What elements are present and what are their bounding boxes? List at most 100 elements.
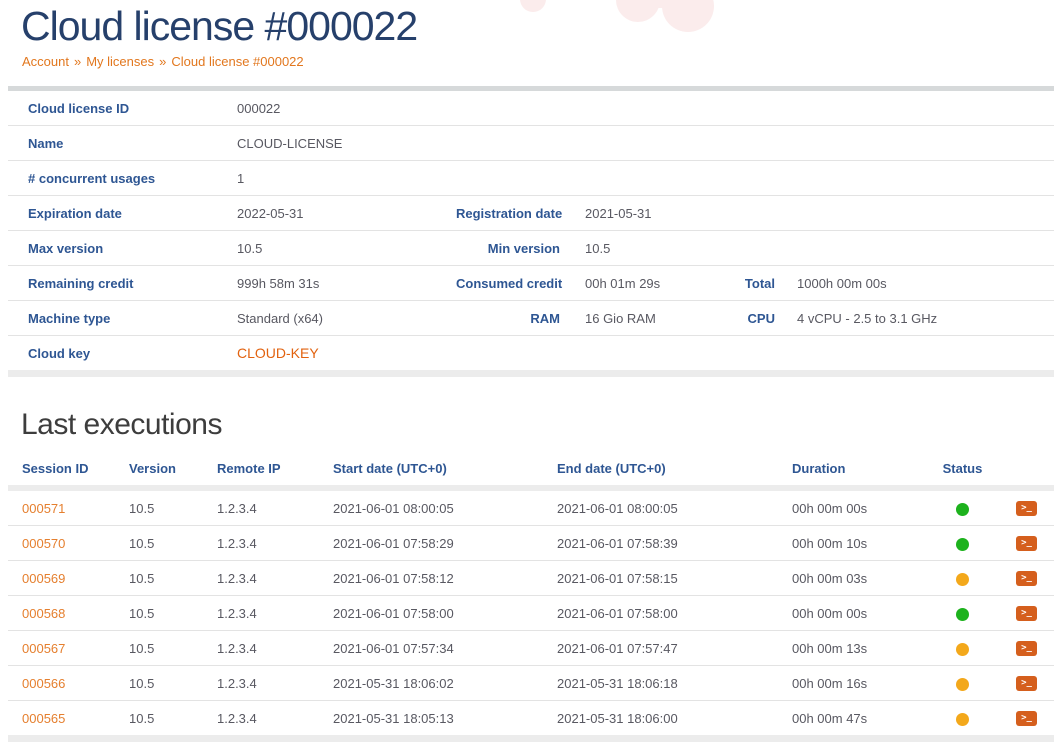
version-cell: 10.5 bbox=[115, 595, 203, 631]
status-cell bbox=[925, 700, 1000, 735]
actions-cell: >_ bbox=[1000, 700, 1054, 735]
end-date-cell: 2021-06-01 07:58:15 bbox=[543, 560, 778, 596]
table-row: 000571 10.5 1.2.3.4 2021-06-01 08:00:05 … bbox=[8, 488, 1054, 526]
table-row: 000570 10.5 1.2.3.4 2021-06-01 07:58:29 … bbox=[8, 525, 1054, 561]
breadcrumb-current-link[interactable]: Cloud license #000022 bbox=[171, 54, 304, 69]
actions-cell: >_ bbox=[1000, 630, 1054, 666]
table-row: # concurrent usages 1 bbox=[8, 160, 1054, 196]
actions-cell: >_ bbox=[1000, 595, 1054, 631]
status-icon bbox=[955, 502, 969, 516]
detail-value: 2021-05-31 bbox=[568, 195, 1054, 231]
session-link[interactable]: 000568 bbox=[22, 605, 66, 621]
session-link[interactable]: 000567 bbox=[22, 640, 66, 656]
session-id-cell: 000566 bbox=[8, 665, 115, 701]
table-row: 000566 10.5 1.2.3.4 2021-05-31 18:06:02 … bbox=[8, 665, 1054, 701]
detail-label: Registration date bbox=[455, 195, 568, 231]
start-date-cell: 2021-06-01 08:00:05 bbox=[333, 500, 454, 516]
detail-value: 1 bbox=[230, 160, 1054, 196]
detail-value: CLOUD-LICENSE bbox=[230, 125, 1054, 161]
table-row: 000568 10.5 1.2.3.4 2021-06-01 07:58:00 … bbox=[8, 595, 1054, 631]
end-date-cell: 2021-05-31 18:06:18 bbox=[543, 665, 778, 701]
detail-label: Cloud license ID bbox=[28, 100, 130, 116]
version-cell: 10.5 bbox=[115, 525, 203, 561]
column-header-end-date: End date (UTC+0) bbox=[543, 451, 778, 491]
start-date-cell: 2021-06-01 07:58:29 bbox=[319, 525, 543, 561]
session-id-cell: 000565 bbox=[8, 700, 115, 735]
session-id-cell: 000569 bbox=[8, 560, 115, 596]
column-header-start-date: Start date (UTC+0) bbox=[319, 451, 543, 491]
status-icon bbox=[955, 712, 969, 726]
column-header-duration: Duration bbox=[778, 451, 925, 491]
terminal-button[interactable]: >_ bbox=[1016, 536, 1037, 552]
detail-label: CPU bbox=[718, 300, 783, 336]
remote-ip-cell: 1.2.3.4 bbox=[203, 560, 319, 596]
breadcrumb-my-licenses-link[interactable]: My licenses bbox=[86, 54, 155, 69]
terminal-button[interactable]: >_ bbox=[1016, 641, 1037, 657]
session-link[interactable]: 000571 bbox=[22, 500, 66, 516]
detail-label: # concurrent usages bbox=[8, 160, 230, 196]
session-id-cell: 000567 bbox=[8, 630, 115, 666]
detail-value: CLOUD-KEY bbox=[230, 335, 1054, 370]
status-cell bbox=[925, 665, 1000, 701]
detail-value: 16 Gio RAM bbox=[568, 300, 718, 336]
column-header-status: Status bbox=[925, 451, 1000, 491]
detail-label: Cloud key bbox=[8, 335, 230, 370]
duration-cell: 00h 00m 47s bbox=[778, 700, 925, 735]
breadcrumb-separator: » bbox=[159, 54, 167, 69]
version-cell: 10.5 bbox=[129, 500, 155, 516]
session-link[interactable]: 000570 bbox=[22, 535, 66, 551]
details-table-top-band bbox=[8, 86, 1054, 91]
details-table-bottom-strip bbox=[8, 370, 1054, 377]
table-row: 000565 10.5 1.2.3.4 2021-05-31 18:05:13 … bbox=[8, 700, 1054, 735]
terminal-button[interactable]: >_ bbox=[1016, 501, 1037, 517]
table-row: Expiration date 2022-05-31 Registration … bbox=[8, 195, 1054, 231]
status-icon bbox=[955, 642, 969, 656]
session-link[interactable]: 000565 bbox=[22, 710, 66, 726]
decorative-bar bbox=[640, 0, 680, 8]
breadcrumb-account-link[interactable]: Account bbox=[22, 54, 69, 69]
start-date-cell: 2021-06-01 07:58:00 bbox=[319, 595, 543, 631]
detail-value: 999h 58m 31s bbox=[230, 265, 455, 301]
end-date-cell: 2021-06-01 07:57:47 bbox=[543, 630, 778, 666]
breadcrumb: Account » My licenses » Cloud license #00002… bbox=[22, 54, 1062, 69]
status-icon bbox=[955, 537, 969, 551]
end-date-cell: 2021-06-01 08:00:05 bbox=[557, 500, 678, 516]
duration-cell: 00h 00m 03s bbox=[778, 560, 925, 596]
session-id-cell: 000568 bbox=[8, 595, 115, 631]
session-link[interactable]: 000566 bbox=[22, 675, 66, 691]
detail-label: Remaining credit bbox=[8, 265, 230, 301]
version-cell: 10.5 bbox=[115, 560, 203, 596]
table-row: Remaining credit 999h 58m 31s Consumed c… bbox=[8, 265, 1054, 301]
remote-ip-cell: 1.2.3.4 bbox=[203, 665, 319, 701]
start-date-cell: 2021-06-01 07:58:12 bbox=[319, 560, 543, 596]
detail-value: 4 vCPU - 2.5 to 3.1 GHz bbox=[783, 300, 1054, 336]
detail-value: 00h 01m 29s bbox=[568, 265, 718, 301]
version-cell: 10.5 bbox=[115, 630, 203, 666]
session-id-cell: 000571 bbox=[8, 488, 115, 526]
actions-cell: >_ bbox=[1000, 488, 1054, 526]
detail-label: Max version bbox=[8, 230, 230, 266]
status-cell bbox=[925, 560, 1000, 596]
table-row: 000569 10.5 1.2.3.4 2021-06-01 07:58:12 … bbox=[8, 560, 1054, 596]
column-header-actions bbox=[1000, 451, 1054, 491]
session-link[interactable]: 000569 bbox=[22, 570, 66, 586]
detail-label: Name bbox=[8, 125, 230, 161]
detail-label: Expiration date bbox=[8, 195, 230, 231]
detail-label: Min version bbox=[455, 230, 568, 266]
version-cell: 10.5 bbox=[115, 700, 203, 735]
detail-value: 10.5 bbox=[230, 230, 455, 266]
table-row: Cloud license ID 000022 bbox=[8, 91, 1054, 126]
terminal-button[interactable]: >_ bbox=[1016, 606, 1037, 622]
start-date-cell: 2021-05-31 18:05:13 bbox=[319, 700, 543, 735]
actions-cell: >_ bbox=[1000, 525, 1054, 561]
cloud-key-link[interactable]: CLOUD-KEY bbox=[237, 345, 319, 361]
decorative-circle bbox=[520, 0, 546, 12]
terminal-button[interactable]: >_ bbox=[1016, 711, 1037, 727]
terminal-button[interactable]: >_ bbox=[1016, 676, 1037, 692]
detail-label: RAM bbox=[455, 300, 568, 336]
terminal-button[interactable]: >_ bbox=[1016, 571, 1037, 587]
remote-ip-cell: 1.2.3.4 bbox=[203, 630, 319, 666]
end-date-cell: 2021-05-31 18:06:00 bbox=[543, 700, 778, 735]
status-icon bbox=[955, 677, 969, 691]
table-row: Max version 10.5 Min version 10.5 bbox=[8, 230, 1054, 266]
